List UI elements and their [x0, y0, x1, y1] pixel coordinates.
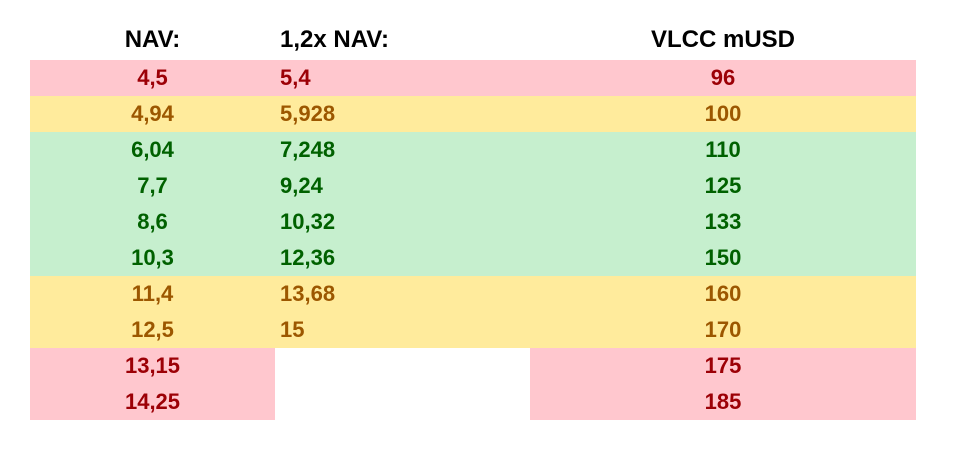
data-cell: 15 [275, 312, 530, 348]
data-cell: 160 [530, 276, 916, 312]
data-cell: 13,15 [30, 348, 275, 384]
data-cell: 100 [530, 96, 916, 132]
header-cell: VLCC mUSD [650, 26, 795, 53]
data-cell: 150 [530, 240, 916, 276]
data-cell: 14,25 [30, 384, 275, 420]
data-cell: 6,04 [30, 132, 275, 168]
data-cell: 96 [530, 60, 916, 96]
empty-cell [275, 384, 530, 420]
header-cell: NAV: [124, 26, 181, 53]
data-cell: 10,3 [30, 240, 275, 276]
data-cell: 175 [530, 348, 916, 384]
data-cell: 7,7 [30, 168, 275, 204]
data-cell: 9,24 [275, 168, 530, 204]
data-cell: 10,32 [275, 204, 530, 240]
data-cell: 7,248 [275, 132, 530, 168]
empty-cell [275, 348, 530, 384]
data-cell: 11,4 [30, 276, 275, 312]
data-cell: 8,6 [30, 204, 275, 240]
data-cell: 13,68 [275, 276, 530, 312]
data-cell: 4,94 [30, 96, 275, 132]
data-cell: 125 [530, 168, 916, 204]
data-cell: 5,928 [275, 96, 530, 132]
data-cell: 110 [530, 132, 916, 168]
data-cell: 12,36 [275, 240, 530, 276]
data-cell: 185 [530, 384, 916, 420]
data-cell: 170 [530, 312, 916, 348]
header-cell: 1,2x NAV: [280, 26, 389, 53]
data-cell: 133 [530, 204, 916, 240]
data-cell: 4,5 [30, 60, 275, 96]
data-cell: 5,4 [275, 60, 530, 96]
data-cell: 12,5 [30, 312, 275, 348]
